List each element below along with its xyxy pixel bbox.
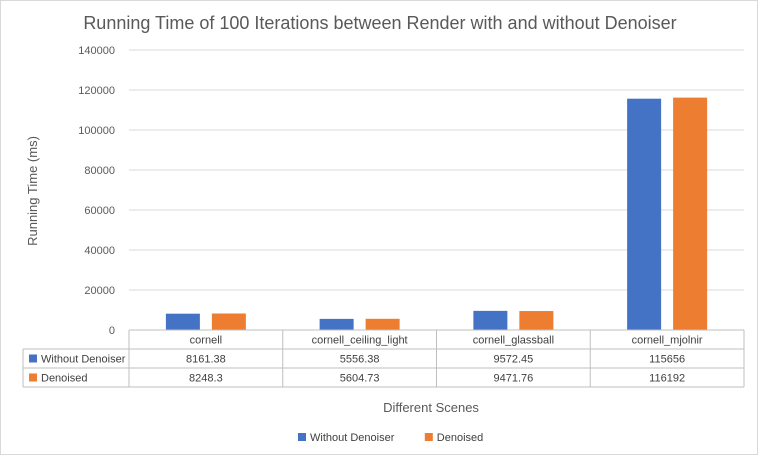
y-tick-label: 60000 — [84, 205, 115, 217]
bar-without-denoiser-cornell-ceiling-light — [319, 318, 354, 330]
legend-label: Without Denoiser — [310, 432, 395, 444]
y-tick-label: 80000 — [84, 165, 115, 177]
table-value-cell: 116192 — [649, 373, 685, 385]
table-value-cell: 5556.38 — [340, 354, 380, 366]
y-tick-label: 120000 — [78, 85, 115, 97]
bars — [165, 97, 708, 330]
y-tick-label: 20000 — [84, 285, 115, 297]
bar-without-denoiser-cornell — [165, 313, 200, 330]
y-axis-label: Running Time (ms) — [25, 136, 40, 246]
category-label: cornell_glassball — [473, 335, 554, 347]
y-tick-label: 100000 — [78, 125, 115, 137]
legend-key — [424, 433, 433, 441]
table-series-label: Denoised — [41, 373, 87, 385]
y-tick-label: 0 — [109, 325, 115, 337]
gridlines — [129, 49, 744, 291]
y-tick-label: 40000 — [84, 245, 115, 257]
category-label: cornell — [190, 335, 222, 347]
legend-label: Denoised — [437, 432, 483, 444]
table-value-cell: 5604.73 — [340, 373, 380, 385]
table-legend-key — [29, 354, 37, 363]
category-label: cornell_ceiling_light — [312, 335, 408, 347]
x-axis-label: Different Scenes — [383, 400, 479, 415]
table-value-cell: 8161.38 — [186, 354, 226, 366]
bar-denoised-cornell-glassball — [519, 311, 554, 330]
y-tick-label: 140000 — [78, 45, 115, 57]
table-legend-key — [29, 373, 37, 382]
legend-key — [298, 433, 306, 441]
table-value-cell: 9471.76 — [493, 373, 533, 385]
category-label: cornell_mjolnir — [632, 335, 703, 347]
chart-title: Running Time of 100 Iterations between R… — [83, 13, 676, 33]
y-axis-ticks: 0 20000 40000 60000 80000 100000 120000 140000 — [78, 45, 115, 337]
bar-denoised-cornell-mjolnir — [673, 97, 708, 330]
bar-denoised-cornell — [211, 313, 246, 330]
bar-without-denoiser-cornell-mjolnir — [627, 98, 662, 330]
legend: Without Denoiser Denoised — [298, 432, 483, 444]
table-series-label: Without Denoiser — [41, 354, 126, 366]
bar-denoised-cornell-ceiling-light — [365, 318, 400, 330]
data-table: cornell cornell_ceiling_light cornell_glas… — [22, 329, 745, 388]
table-value-cell: 9572.45 — [493, 354, 533, 366]
table-value-cell: 8248.3 — [189, 373, 223, 385]
bar-without-denoiser-cornell-glassball — [473, 310, 508, 330]
table-value-cell: 115656 — [649, 354, 685, 366]
